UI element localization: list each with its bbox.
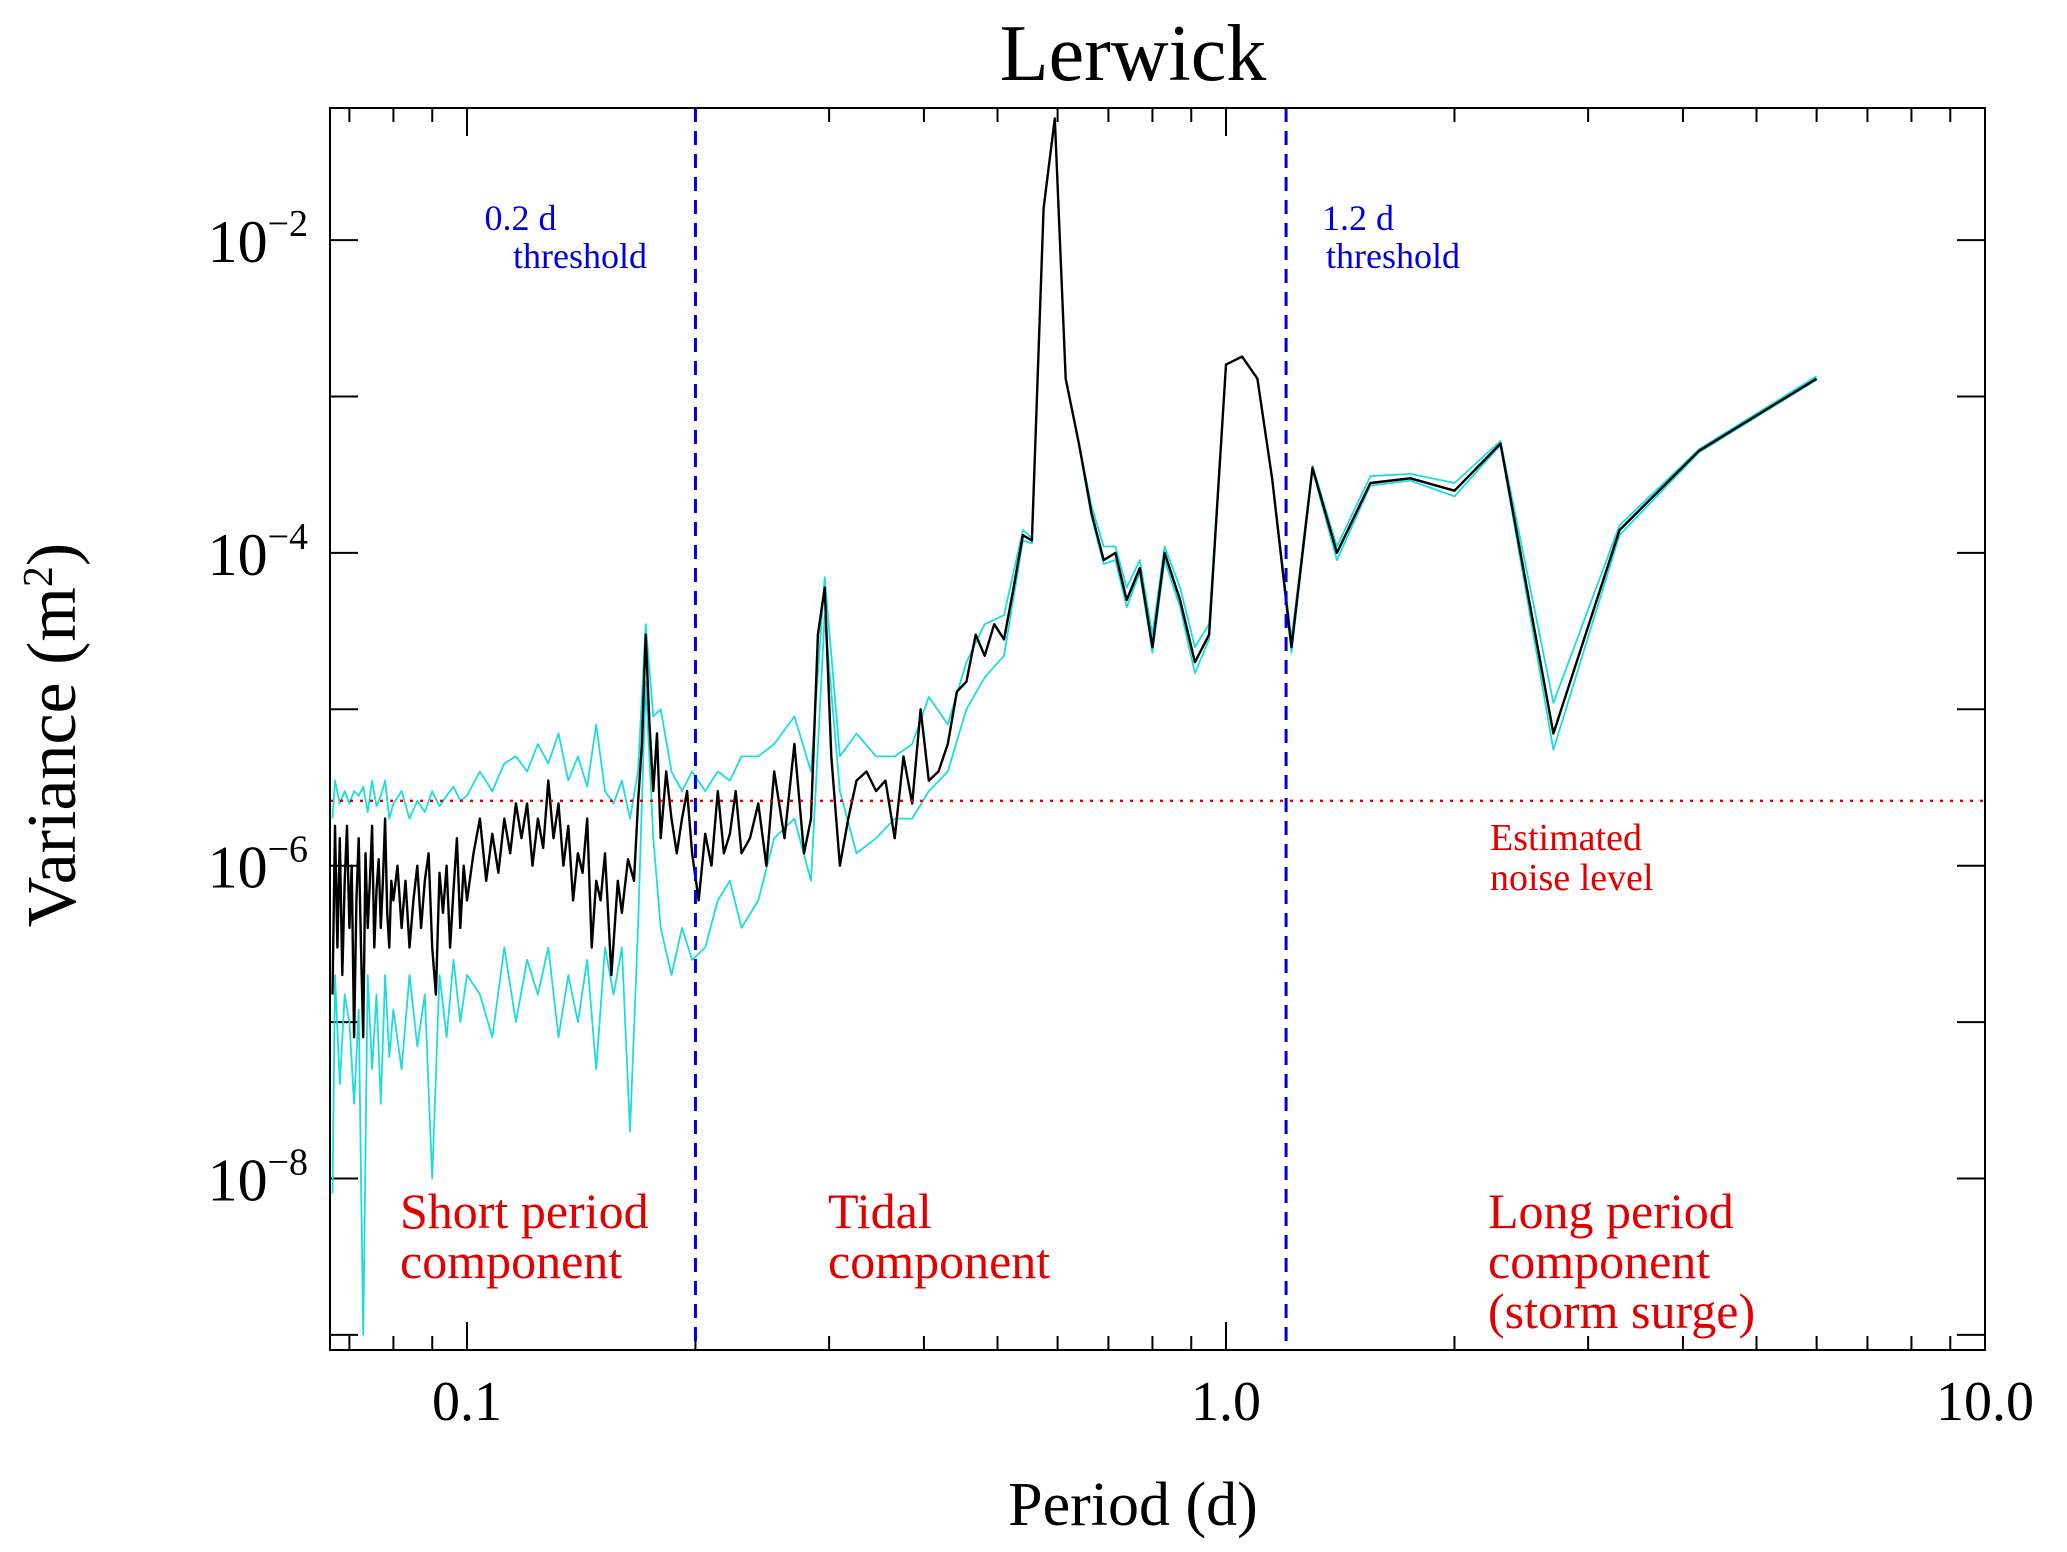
plot-frame — [329, 107, 1986, 1351]
x-tick-label: 1.0 — [1191, 1371, 1261, 1433]
region-label-long-period-line2: component — [1488, 1233, 1710, 1289]
y-tick-label-base: 10 — [208, 209, 268, 275]
x-tick-label: 10.0 — [1936, 1371, 2034, 1433]
region-label-tidal-line2: component — [828, 1233, 1050, 1289]
tick-layer: 0.1 1.0 10.010−810−610−410−2 — [208, 108, 2034, 1433]
region-label-short-period-line1: Short period — [400, 1183, 649, 1239]
series-main — [331, 117, 1818, 1039]
y-tick-label-exp: −8 — [268, 1141, 308, 1183]
threshold-label-0.2: 0.2 d threshold — [485, 198, 647, 276]
noise-level-label-line2: noise level — [1490, 857, 1654, 899]
x-tick-label: 0.1 — [432, 1371, 502, 1433]
region-label-short-period-line2: component — [400, 1233, 622, 1289]
series-layer — [331, 117, 1818, 1336]
region-label-tidal-line1: Tidal — [828, 1183, 932, 1239]
region-label-long-period-line1: Long period — [1488, 1183, 1734, 1239]
y-tick-label-exp: −2 — [268, 203, 308, 245]
y-tick-label-exp: −6 — [268, 829, 308, 871]
threshold-label-0.2-line1: 0.2 d — [485, 198, 557, 238]
y-axis-label-sup: 2 — [16, 566, 62, 587]
y-tick-label: 10−6 — [208, 829, 308, 901]
threshold-label-1.2-line1: 1.2 d — [1322, 198, 1394, 238]
series-envelope-upper — [331, 117, 1818, 820]
y-tick-label-exp: −4 — [268, 516, 308, 558]
noise-level-label: Estimated noise level — [1490, 817, 1654, 899]
y-axis-label-main: Variance (m — [14, 587, 91, 927]
y-axis-label: Variance (m2) — [14, 543, 91, 927]
region-label-short-period: Short period component — [400, 1183, 661, 1289]
region-label-tidal: Tidal component — [828, 1183, 1050, 1289]
series-envelope-lower — [331, 117, 1818, 1336]
y-tick-label-base: 10 — [208, 835, 268, 901]
y-tick-label-base: 10 — [208, 522, 268, 588]
threshold-label-1.2: 1.2 d threshold — [1322, 198, 1460, 276]
x-axis-label: Period (d) — [1008, 1471, 1258, 1539]
region-label-long-period-line3: (storm surge) — [1488, 1283, 1755, 1339]
y-tick-label: 10−4 — [208, 516, 308, 588]
threshold-label-1.2-line2: threshold — [1326, 236, 1460, 276]
y-axis-label-close: ) — [14, 543, 91, 566]
noise-level-label-line1: Estimated — [1490, 817, 1642, 859]
y-tick-label: 10−2 — [208, 203, 308, 275]
chart-title: Lerwick — [1000, 10, 1267, 98]
y-tick-label: 10−8 — [208, 1141, 308, 1213]
y-tick-label-base: 10 — [208, 1147, 268, 1213]
threshold-label-0.2-line2: threshold — [513, 236, 647, 276]
region-label-long-period: Long period component (storm surge) — [1488, 1183, 1755, 1339]
overlay-layer — [330, 108, 1985, 1350]
